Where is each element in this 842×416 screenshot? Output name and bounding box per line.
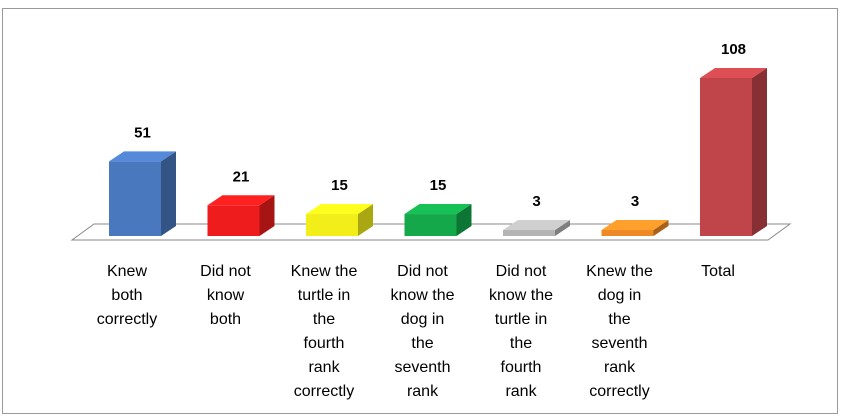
category-label-line: the — [510, 335, 532, 352]
bar-side — [752, 68, 767, 236]
bar-front — [207, 205, 260, 236]
bar-top — [503, 220, 570, 230]
bar-top — [404, 204, 472, 215]
bar-front — [700, 78, 752, 236]
bar-front — [601, 230, 654, 236]
category-label-line: correctly — [294, 383, 354, 400]
bar-side — [555, 220, 570, 236]
category-label-line: Total — [701, 263, 735, 280]
bar-top — [700, 68, 767, 78]
value-label: 15 — [331, 177, 348, 194]
value-label: 15 — [430, 177, 447, 194]
category-label: Total — [701, 263, 735, 280]
category-label-line: rank — [407, 383, 439, 400]
bar-top — [601, 220, 669, 230]
bar-side — [161, 151, 176, 236]
category-label-line: turtle in — [298, 287, 350, 304]
category-label-line: correctly — [589, 383, 649, 400]
category-label-line: both — [210, 311, 241, 328]
bar-side — [259, 195, 275, 236]
category-label-line: both — [111, 287, 142, 304]
category-label-line: seventh — [591, 335, 647, 352]
value-label: 51 — [134, 124, 151, 141]
category-label-line: the — [608, 311, 630, 328]
bars — [109, 68, 767, 236]
bar-4 — [404, 204, 472, 236]
category-label-line: Did not — [200, 263, 251, 280]
value-label: 3 — [631, 193, 639, 210]
category-label: Did not know the dog in the seventh rank — [390, 263, 454, 400]
bar-front — [109, 161, 161, 236]
category-label: Did not know both — [200, 263, 251, 328]
value-label: 3 — [532, 193, 540, 210]
category-label-line: dog in — [598, 287, 642, 304]
category-label-line: fourth — [304, 335, 345, 352]
category-label-line: know — [207, 287, 245, 304]
category-label-line: the — [313, 311, 335, 328]
category-label-line: know the — [390, 287, 454, 304]
bar-side — [358, 204, 373, 236]
value-labels: 51 21 15 15 3 3 108 — [134, 41, 746, 210]
bar-top — [109, 151, 176, 162]
bar-5 — [503, 220, 570, 236]
category-label-line: seventh — [394, 359, 450, 376]
category-label: Knew the turtle in the fourth rank correctly — [291, 263, 358, 400]
category-label: Knew both correctly — [97, 263, 157, 328]
bar-top — [306, 204, 373, 215]
category-label-line: correctly — [97, 311, 157, 328]
category-label-line: turtle in — [495, 311, 547, 328]
category-labels: Knew both correctly Did not know both Knew the… — [97, 263, 735, 400]
bar-2 — [207, 195, 275, 236]
bar-1 — [109, 151, 176, 236]
category-label-line: dog in — [401, 311, 445, 328]
value-label: 21 — [233, 168, 250, 185]
bar-side — [456, 204, 472, 236]
category-label-line: Knew the — [586, 263, 653, 280]
value-label: 108 — [721, 41, 746, 58]
category-label-line: rank — [505, 383, 537, 400]
bar-front — [503, 230, 555, 236]
bar-7 — [700, 68, 767, 236]
category-label: Did not know the turtle in the fourth rank — [489, 263, 553, 400]
category-label-line: Did not — [496, 263, 547, 280]
category-label-line: Knew — [107, 263, 147, 280]
bar-front — [306, 214, 358, 236]
bar-3 — [306, 204, 373, 236]
category-label-line: rank — [308, 359, 340, 376]
bar-front — [404, 214, 457, 236]
category-label: Knew the dog in the seventh rank correctly — [586, 263, 653, 400]
category-label-line: Did not — [397, 263, 448, 280]
bar-6 — [601, 220, 669, 236]
category-label-line: Knew the — [291, 263, 358, 280]
category-label-line: know the — [489, 287, 553, 304]
bar-top — [207, 195, 275, 206]
category-label-line: rank — [604, 359, 636, 376]
bar-side — [653, 220, 669, 236]
category-label-line: fourth — [501, 359, 542, 376]
category-label-line: the — [411, 335, 433, 352]
